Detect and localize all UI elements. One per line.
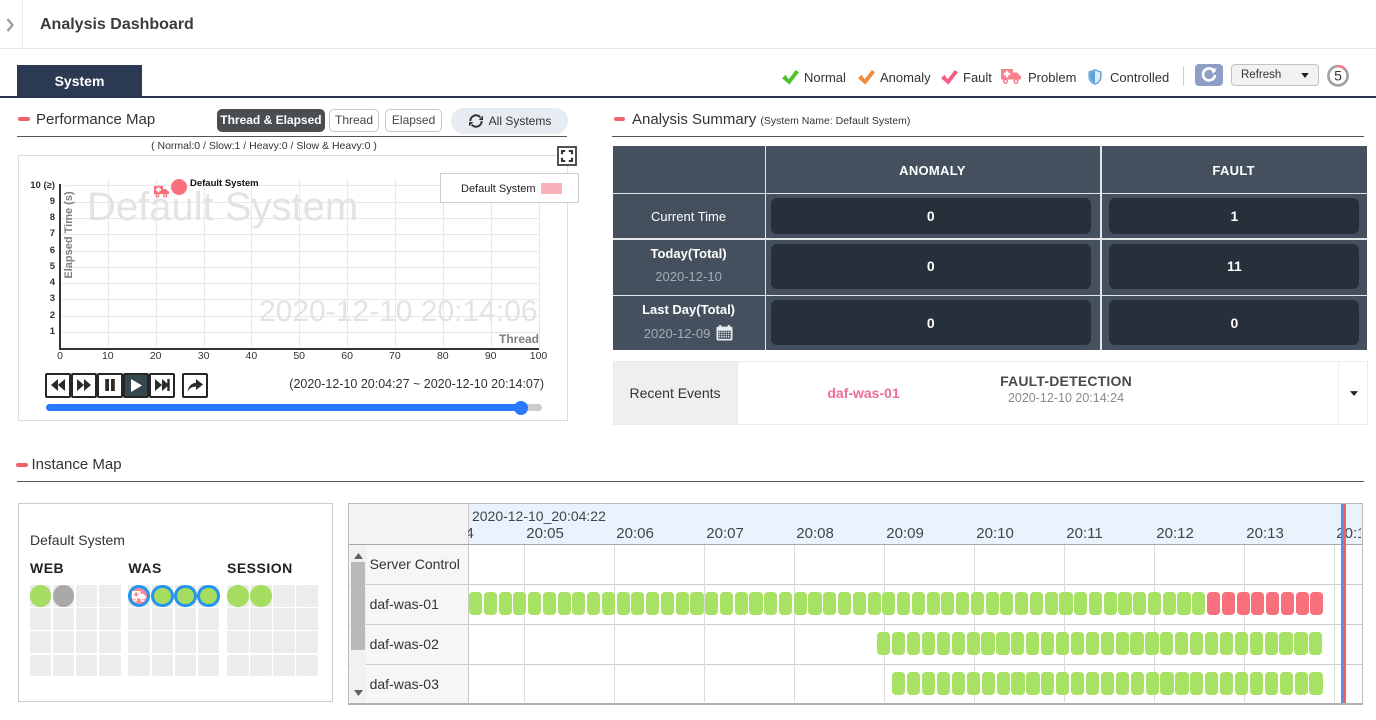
svg-text:5: 5 — [1334, 68, 1342, 84]
